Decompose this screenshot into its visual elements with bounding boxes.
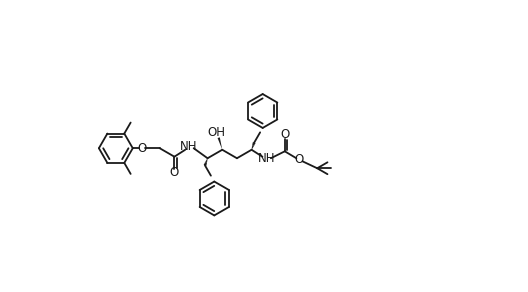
Text: OH: OH [208,126,225,139]
Polygon shape [218,137,222,150]
Text: O: O [137,142,147,155]
Text: O: O [170,166,179,179]
Text: O: O [280,128,289,141]
Text: NH: NH [258,152,275,165]
Text: NH: NH [180,140,198,153]
Text: O: O [295,153,304,166]
